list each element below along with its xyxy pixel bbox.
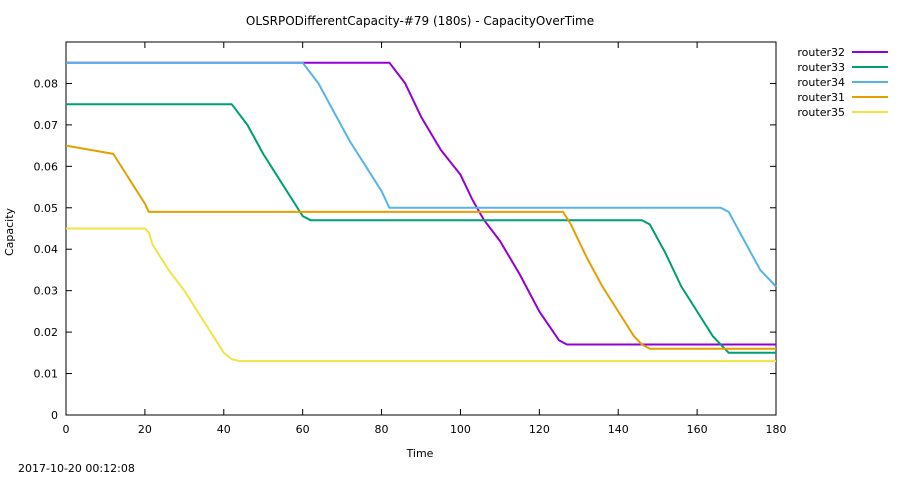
legend: router32 router33 router34 router31 router35 — [797, 46, 888, 119]
y-axis-label: Capacity — [3, 207, 16, 256]
x-tick-label: 180 — [766, 423, 787, 436]
x-tick-label: 40 — [217, 423, 231, 436]
series-line-router34 — [66, 61, 777, 288]
y-tick-label: 0 — [51, 409, 58, 422]
series-line-router33 — [66, 103, 776, 354]
y-tick-label: 0.06 — [34, 160, 59, 173]
x-tick-label: 20 — [138, 423, 152, 436]
footer-timestamp: 2017-10-20 00:12:08 — [18, 462, 135, 475]
legend-label-router34: router34 — [797, 76, 845, 89]
plot-frame — [65, 41, 777, 416]
series-line-router31 — [65, 144, 776, 350]
y-tick-label: 0.04 — [34, 243, 59, 256]
chart-title: OLSRPODifferentCapacity-#79 (180s) - Cap… — [246, 14, 594, 28]
x-axis-label: Time — [406, 447, 434, 460]
x-tick-label: 100 — [450, 423, 471, 436]
x-tick-label: 120 — [529, 423, 550, 436]
y-tick-label: 0.08 — [34, 77, 59, 90]
legend-label-router33: router33 — [797, 61, 845, 74]
series-lines — [65, 61, 777, 363]
legend-label-router32: router32 — [797, 46, 845, 59]
x-axis: 0 20 40 60 80 100 120 140 160 180 — [63, 42, 787, 436]
x-tick-label: 60 — [296, 423, 310, 436]
y-tick-label: 0.07 — [34, 119, 59, 132]
legend-label-router35: router35 — [797, 106, 845, 119]
y-tick-label: 0.05 — [34, 202, 59, 215]
y-tick-label: 0.02 — [34, 326, 59, 339]
y-axis: 0 0.01 0.02 0.03 0.04 0.05 0.06 0.07 0.08 — [34, 77, 776, 422]
x-tick-label: 0 — [63, 423, 70, 436]
series-line-router35 — [66, 227, 776, 363]
legend-label-router31: router31 — [797, 91, 845, 104]
y-tick-label: 0.03 — [34, 285, 59, 298]
y-tick-label: 0.01 — [34, 368, 59, 381]
x-tick-label: 160 — [687, 423, 708, 436]
x-tick-label: 80 — [375, 423, 389, 436]
series-line-router32 — [66, 61, 776, 346]
x-tick-label: 140 — [608, 423, 629, 436]
plot-border — [65, 41, 777, 416]
